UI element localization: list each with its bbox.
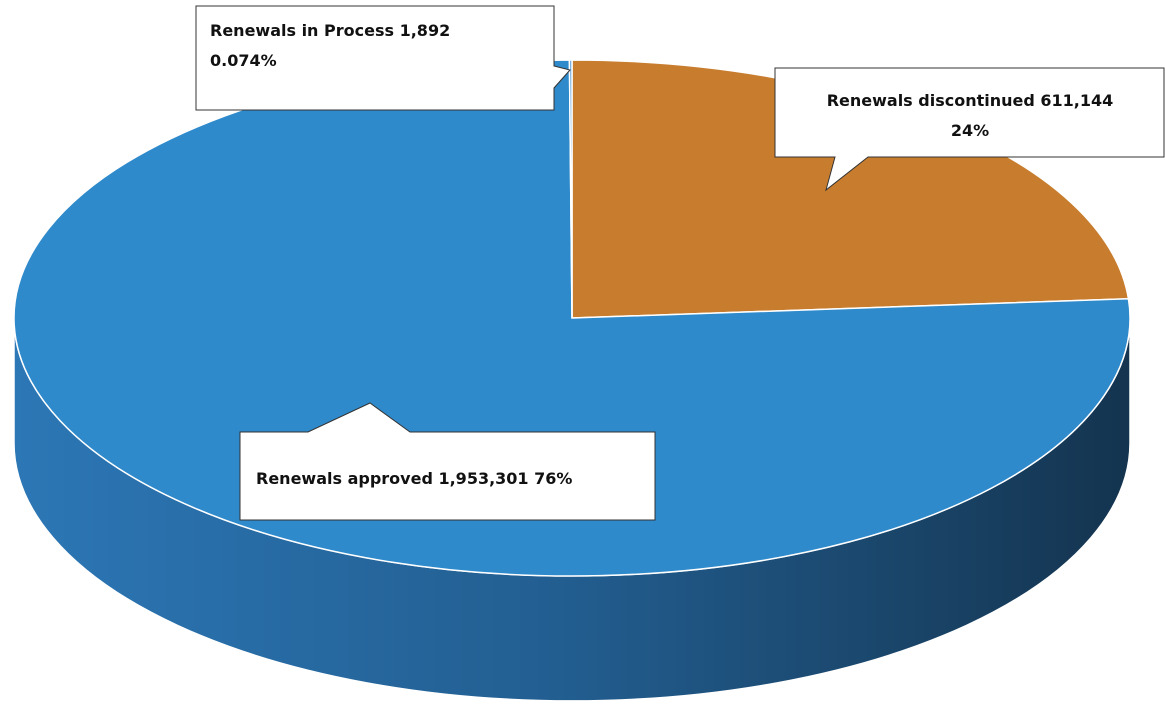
data-label-percent: 24% <box>951 121 989 140</box>
callout: Renewals approved 1,953,301 76% <box>239 402 656 521</box>
label-value: 1,953,301 <box>438 469 528 488</box>
data-label: Renewals in Process 1,892 <box>210 21 450 40</box>
data-label: Renewals discontinued 611,144 <box>827 91 1114 110</box>
data-label: Renewals approved 1,953,301 76% <box>256 469 572 488</box>
callout: Renewals discontinued 611,144 24% <box>774 67 1165 192</box>
label-name: Renewals discontinued <box>827 91 1035 110</box>
callout-box <box>239 402 656 521</box>
data-label-percent: 0.074% <box>210 51 277 70</box>
callout-box <box>774 67 1165 192</box>
label-percent: 76% <box>534 469 572 488</box>
label-name: Renewals in Process <box>210 21 394 40</box>
callout: Renewals in Process 1,892 0.074% <box>195 5 571 111</box>
callout-box <box>195 5 571 111</box>
label-name: Renewals approved <box>256 469 433 488</box>
label-value: 611,144 <box>1040 91 1113 110</box>
label-value: 1,892 <box>400 21 451 40</box>
pie-slice <box>568 59 573 319</box>
